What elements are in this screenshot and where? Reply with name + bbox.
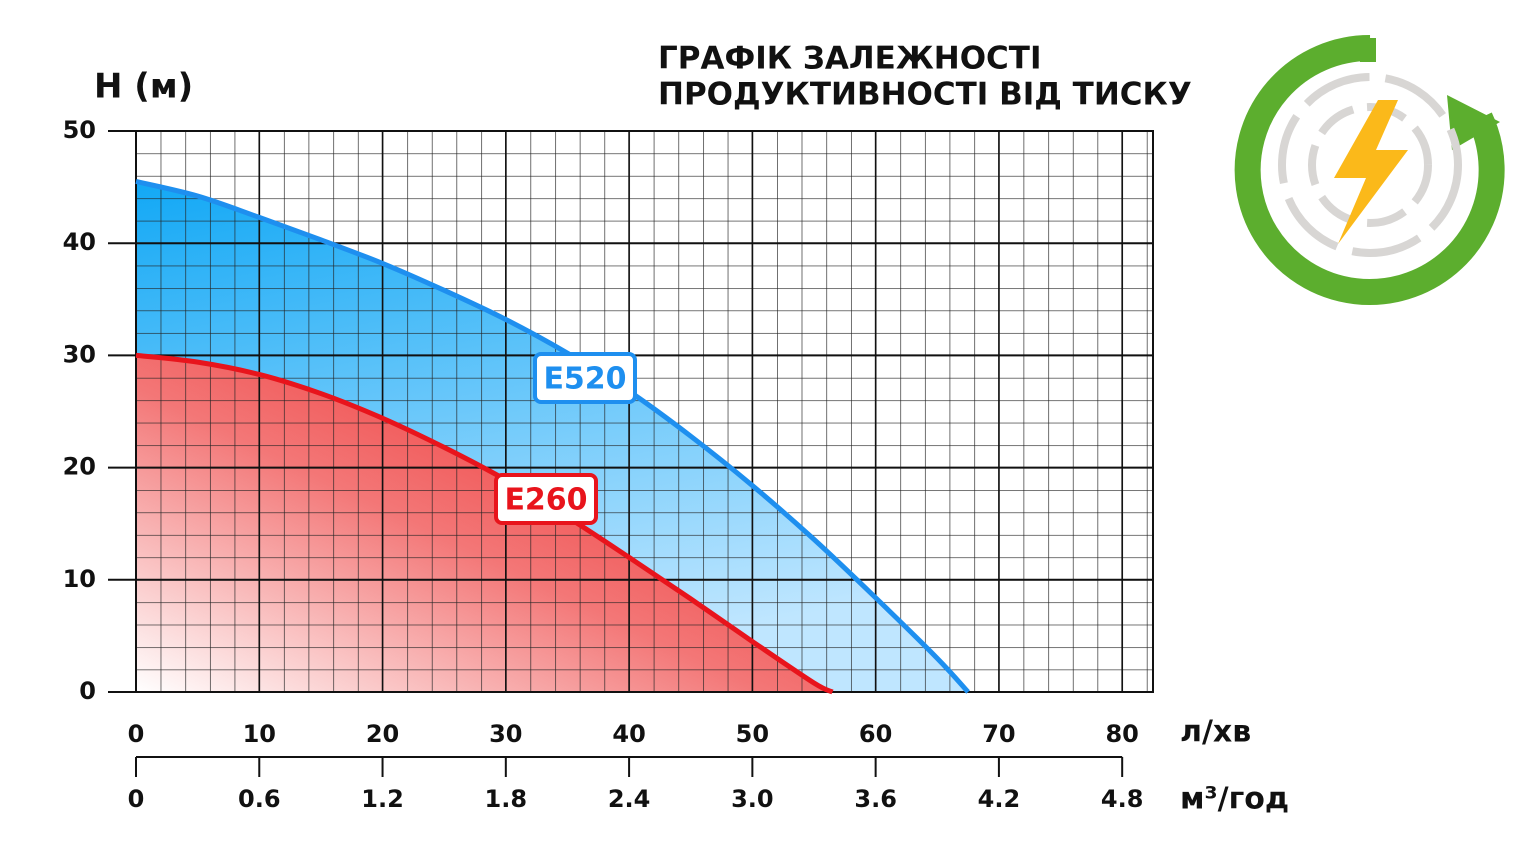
x-tick-label: 80 — [1105, 720, 1138, 748]
x2-tick-label: 1.2 — [361, 785, 404, 813]
x-tick-label: 70 — [982, 720, 1015, 748]
y-axis-label: H (м) — [94, 67, 193, 107]
y-tick-label: 30 — [63, 340, 96, 368]
x-tick-label: 40 — [612, 720, 645, 748]
x-tick-label: 50 — [736, 720, 769, 748]
x-tick-label: 30 — [489, 720, 522, 748]
x2-tick-label: 3.0 — [731, 785, 774, 813]
x2-tick-label: 2.4 — [608, 785, 651, 813]
x2-tick-label: 4.8 — [1101, 785, 1144, 813]
x2-tick-label: 3.6 — [854, 785, 897, 813]
x-axis-label: л/хв — [1180, 715, 1251, 750]
x2-tick-label: 1.8 — [485, 785, 528, 813]
y-tick-label: 20 — [63, 453, 96, 481]
x2-tick-label: 0 — [128, 785, 145, 813]
series-label-box — [533, 352, 637, 404]
series-label: E520 — [543, 362, 626, 397]
x2-axis-label: м³/год — [1180, 782, 1289, 817]
y-tick-label: 50 — [63, 116, 96, 144]
y-tick-label: 40 — [63, 228, 96, 256]
minor-grid — [136, 131, 1153, 692]
x-tick-label: 60 — [859, 720, 892, 748]
x-tick-label: 10 — [243, 720, 276, 748]
x-tick-label: 20 — [366, 720, 399, 748]
chart-title: ГРАФІК ЗАЛЕЖНОСТІ — [658, 41, 1042, 77]
x2-tick-label: 4.2 — [978, 785, 1021, 813]
series-label-box — [494, 473, 598, 525]
y-tick-label: 10 — [63, 565, 96, 593]
x2-tick-label: 0.6 — [238, 785, 281, 813]
y-tick-label: 0 — [79, 677, 96, 705]
logo — [1234, 34, 1505, 305]
chart-title: ПРОДУКТИВНОСТІ ВІД ТИСКУ — [658, 77, 1192, 113]
series-label: E260 — [504, 483, 587, 518]
x-tick-label: 0 — [128, 720, 145, 748]
